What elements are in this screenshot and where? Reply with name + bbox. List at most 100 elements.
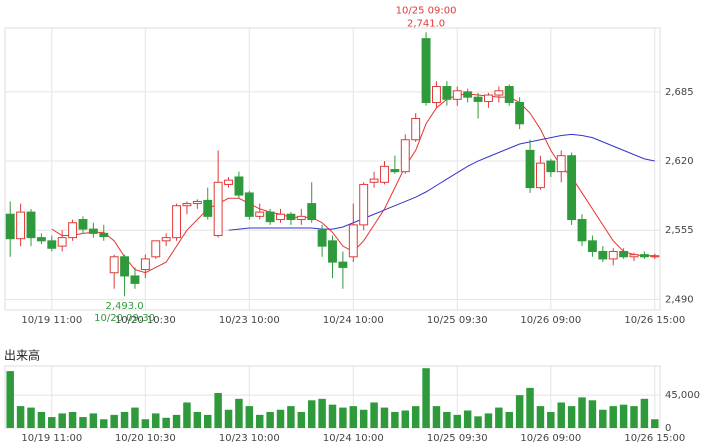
volume-bar — [463, 410, 472, 428]
volume-bar — [276, 409, 285, 428]
candle-body — [535, 162, 545, 189]
volume-bar — [370, 402, 378, 428]
candle-body — [567, 155, 577, 221]
y-tick-label: 45,000 — [665, 390, 700, 401]
volume-bar — [27, 407, 35, 428]
x-tick-label: 10/23 10:00 — [219, 315, 280, 326]
candle-body — [369, 178, 379, 183]
candle-body — [88, 228, 98, 234]
candle-body — [276, 213, 285, 221]
candle-body — [78, 219, 88, 230]
volume-bar — [619, 404, 628, 428]
candle-body — [473, 96, 483, 102]
candle-body — [650, 255, 660, 258]
candle-body — [432, 86, 441, 103]
candle-body — [390, 169, 400, 173]
candle-body — [380, 165, 389, 183]
volume-bar — [172, 414, 181, 428]
candle-body — [57, 237, 67, 247]
volume-bar — [411, 406, 420, 428]
candle-body — [234, 176, 244, 196]
candle-body — [182, 203, 192, 207]
volume-bar — [16, 406, 25, 428]
candle-body — [619, 250, 629, 258]
volume-bar — [567, 406, 576, 428]
volume-bar — [349, 406, 358, 428]
candle-body — [130, 275, 140, 284]
y-tick-label: 2,490 — [665, 294, 694, 305]
volume-bar — [474, 416, 482, 428]
plot-frame — [4, 27, 661, 311]
low-annotation-price: 2,493.0 — [105, 301, 143, 312]
candle-body — [598, 250, 608, 260]
volume-bar — [193, 411, 202, 428]
candle-body — [504, 86, 514, 103]
candle-body — [577, 219, 587, 242]
volume-bar — [307, 400, 316, 428]
candle-body — [338, 261, 348, 268]
volume-bar — [214, 392, 222, 428]
candle-body — [317, 229, 327, 247]
x-tick-label: 10/26 15:00 — [624, 433, 685, 444]
candle-body — [140, 258, 150, 271]
x-tick-label: 10/26 09:00 — [520, 315, 581, 326]
volume-bar — [89, 413, 98, 428]
candle-body — [515, 101, 525, 125]
candle-body — [255, 211, 265, 217]
volume-bar — [651, 419, 659, 428]
volume-bar — [505, 411, 513, 428]
volume-bar — [141, 419, 150, 428]
candle-body — [203, 199, 213, 217]
volume-bar — [484, 413, 493, 428]
candle-body — [348, 224, 358, 258]
candle-body — [296, 215, 306, 221]
volume-bar — [6, 371, 14, 428]
volume-bar — [245, 406, 254, 428]
y-tick-label: 2,685 — [665, 87, 694, 98]
candle-body — [109, 256, 119, 274]
candle-body — [400, 139, 410, 173]
candle-body — [421, 38, 431, 103]
candle-body — [286, 213, 296, 221]
y-tick-label: 2,555 — [665, 225, 694, 236]
candle-body — [26, 211, 36, 239]
volume-bar — [266, 411, 274, 428]
x-tick-label: 10/19 11:00 — [21, 315, 82, 326]
candle-body — [411, 117, 421, 141]
volume-bar — [68, 411, 77, 428]
x-tick-label: 10/26 15:00 — [624, 315, 685, 326]
volume-bar — [432, 406, 441, 428]
candle-body — [484, 94, 493, 102]
volume-bar — [131, 407, 139, 428]
x-tick-label: 10/19 11:00 — [21, 433, 82, 444]
volume-bar — [287, 406, 295, 428]
volume-bar — [640, 398, 649, 428]
candle-body — [328, 240, 337, 263]
x-tick-label: 10/20 10:30 — [115, 315, 176, 326]
candle-body — [224, 179, 233, 185]
volume-bar — [339, 407, 347, 428]
candle-body — [151, 240, 161, 258]
candle-body — [213, 181, 223, 237]
candle-body — [629, 254, 639, 258]
volume-bar — [58, 413, 66, 428]
x-tick-label: 10/24 10:00 — [323, 433, 384, 444]
volume-bar — [120, 411, 129, 428]
candle-body — [359, 183, 369, 226]
candle-body — [463, 91, 473, 98]
volume-bar — [401, 410, 410, 428]
x-tick-label: 10/25 09:30 — [427, 433, 488, 444]
candle-body — [556, 155, 566, 173]
candle-body — [525, 149, 535, 189]
volume-bar — [536, 406, 545, 428]
volume-bar — [588, 400, 597, 428]
volume-bar — [152, 413, 160, 428]
candle-body — [442, 86, 452, 100]
volume-bar — [515, 395, 524, 428]
candle-body — [244, 192, 254, 217]
candle-body — [36, 237, 46, 242]
volume-bar — [255, 414, 264, 428]
volume-bar — [359, 409, 368, 428]
candle-body — [16, 211, 26, 240]
